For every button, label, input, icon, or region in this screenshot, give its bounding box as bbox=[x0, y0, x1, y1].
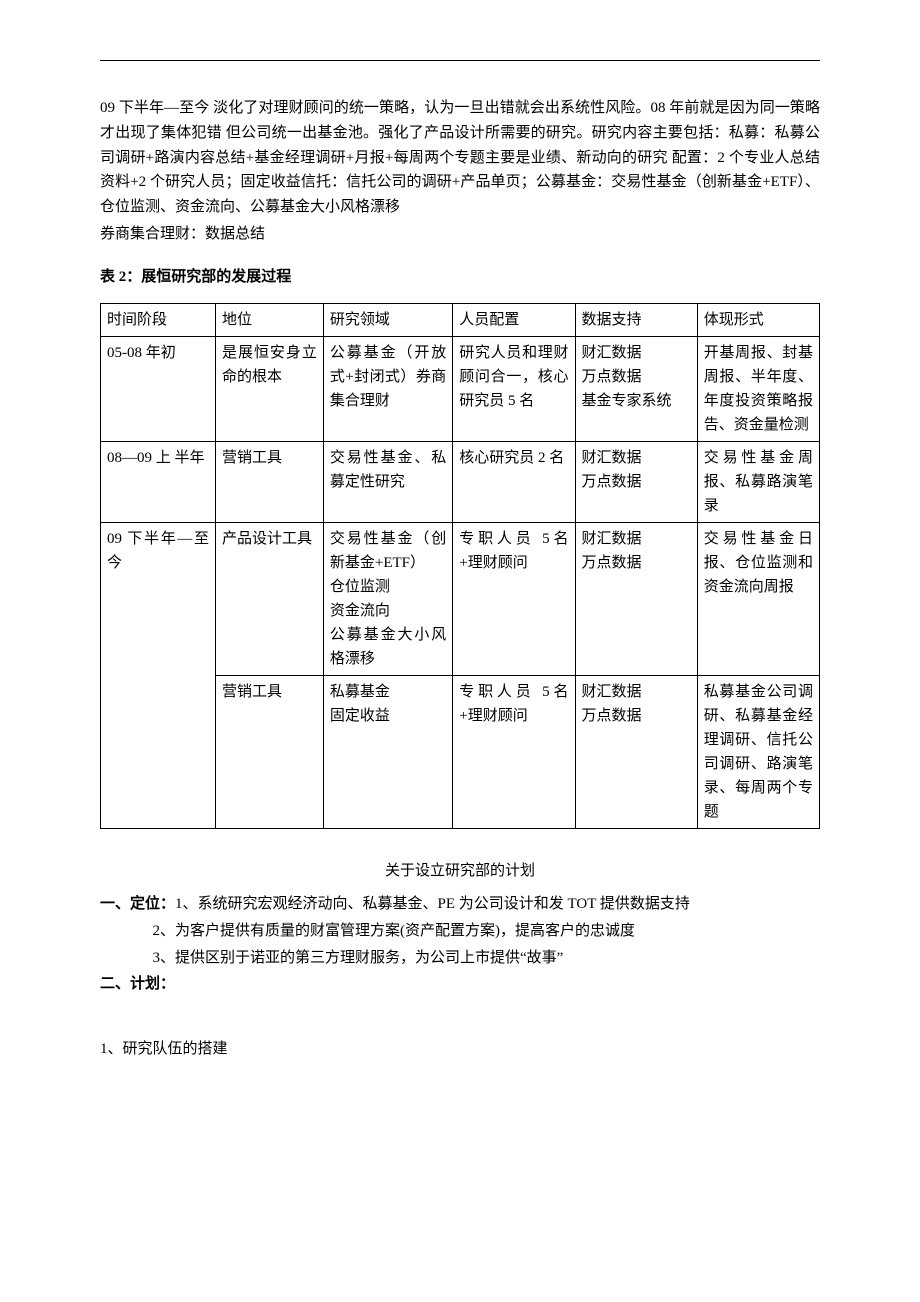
positioning-item-3: 3、提供区别于诺亚的第三方理财服务，为公司上市提供“故事” bbox=[100, 946, 820, 971]
th-period: 时间阶段 bbox=[101, 304, 216, 337]
intro-paragraph-2: 券商集合理财：数据总结 bbox=[100, 222, 820, 247]
research-dev-table: 时间阶段 地位 研究领域 人员配置 数据支持 体现形式 05-08 年初 是展恒… bbox=[100, 303, 820, 829]
cell: 私募基金公司调研、私募基金经理调研、信托公司调研、路演笔录、每周两个专题 bbox=[697, 676, 819, 829]
table-header-row: 时间阶段 地位 研究领域 人员配置 数据支持 体现形式 bbox=[101, 304, 820, 337]
th-form: 体现形式 bbox=[697, 304, 819, 337]
cell: 专职人员 5名+理财顾问 bbox=[453, 676, 575, 829]
cell: 是展恒安身立命的根本 bbox=[216, 337, 324, 442]
cell: 交易性基金周报、私募路演笔录 bbox=[697, 442, 819, 523]
cell: 08—09 上 半年 bbox=[101, 442, 216, 523]
table-row: 08—09 上 半年 营销工具 交易性基金、私募定性研究 核心研究员 2 名 财… bbox=[101, 442, 820, 523]
cell: 营销工具 bbox=[216, 442, 324, 523]
cell: 财汇数据 万点数据 bbox=[575, 523, 697, 676]
intro-paragraph-1: 09 下半年—至今 淡化了对理财顾问的统一策略，认为一旦出错就会出系统性风险。0… bbox=[100, 96, 820, 220]
plan-item-1: 1、研究队伍的搭建 bbox=[100, 1037, 820, 1062]
table-row: 09 下半年—至今 产品设计工具 交易性基金（创新基金+ETF） 仓位监测 资金… bbox=[101, 523, 820, 676]
positioning-label: 一、定位： bbox=[100, 896, 175, 912]
horizontal-rule bbox=[100, 60, 820, 61]
cell: 私募基金 固定收益 bbox=[323, 676, 452, 829]
cell: 交易性基金日报、仓位监测和资金流向周报 bbox=[697, 523, 819, 676]
plan-title: 关于设立研究部的计划 bbox=[100, 859, 820, 884]
th-position: 地位 bbox=[216, 304, 324, 337]
th-data: 数据支持 bbox=[575, 304, 697, 337]
positioning-line-1: 一、定位：1、系统研究宏观经济动向、私募基金、PE 为公司设计和发 TOT 提供… bbox=[100, 892, 820, 917]
cell: 财汇数据 万点数据 bbox=[575, 442, 697, 523]
cell: 研究人员和理财顾问合一，核心研究员 5 名 bbox=[453, 337, 575, 442]
cell: 财汇数据 万点数据 bbox=[575, 676, 697, 829]
th-staff: 人员配置 bbox=[453, 304, 575, 337]
cell: 开基周报、封基周报、半年度、年度投资策略报告、资金量检测 bbox=[697, 337, 819, 442]
plan-label: 二、计划： bbox=[100, 972, 820, 997]
table-row: 05-08 年初 是展恒安身立命的根本 公募基金（开放式+封闭式）券商集合理财 … bbox=[101, 337, 820, 442]
cell: 营销工具 bbox=[216, 676, 324, 829]
positioning-item-1: 1、系统研究宏观经济动向、私募基金、PE 为公司设计和发 TOT 提供数据支持 bbox=[175, 896, 690, 912]
cell: 交易性基金、私募定性研究 bbox=[323, 442, 452, 523]
cell: 核心研究员 2 名 bbox=[453, 442, 575, 523]
cell: 交易性基金（创新基金+ETF） 仓位监测 资金流向 公募基金大小风格漂移 bbox=[323, 523, 452, 676]
cell: 09 下半年—至今 bbox=[101, 523, 216, 829]
cell: 产品设计工具 bbox=[216, 523, 324, 676]
cell: 05-08 年初 bbox=[101, 337, 216, 442]
cell: 专职人员 5名+理财顾问 bbox=[453, 523, 575, 676]
positioning-item-2: 2、为客户提供有质量的财富管理方案(资产配置方案)，提高客户的忠诚度 bbox=[100, 919, 820, 944]
th-domain: 研究领域 bbox=[323, 304, 452, 337]
table-title: 表 2：展恒研究部的发展过程 bbox=[100, 265, 820, 290]
cell: 财汇数据 万点数据 基金专家系统 bbox=[575, 337, 697, 442]
cell: 公募基金（开放式+封闭式）券商集合理财 bbox=[323, 337, 452, 442]
